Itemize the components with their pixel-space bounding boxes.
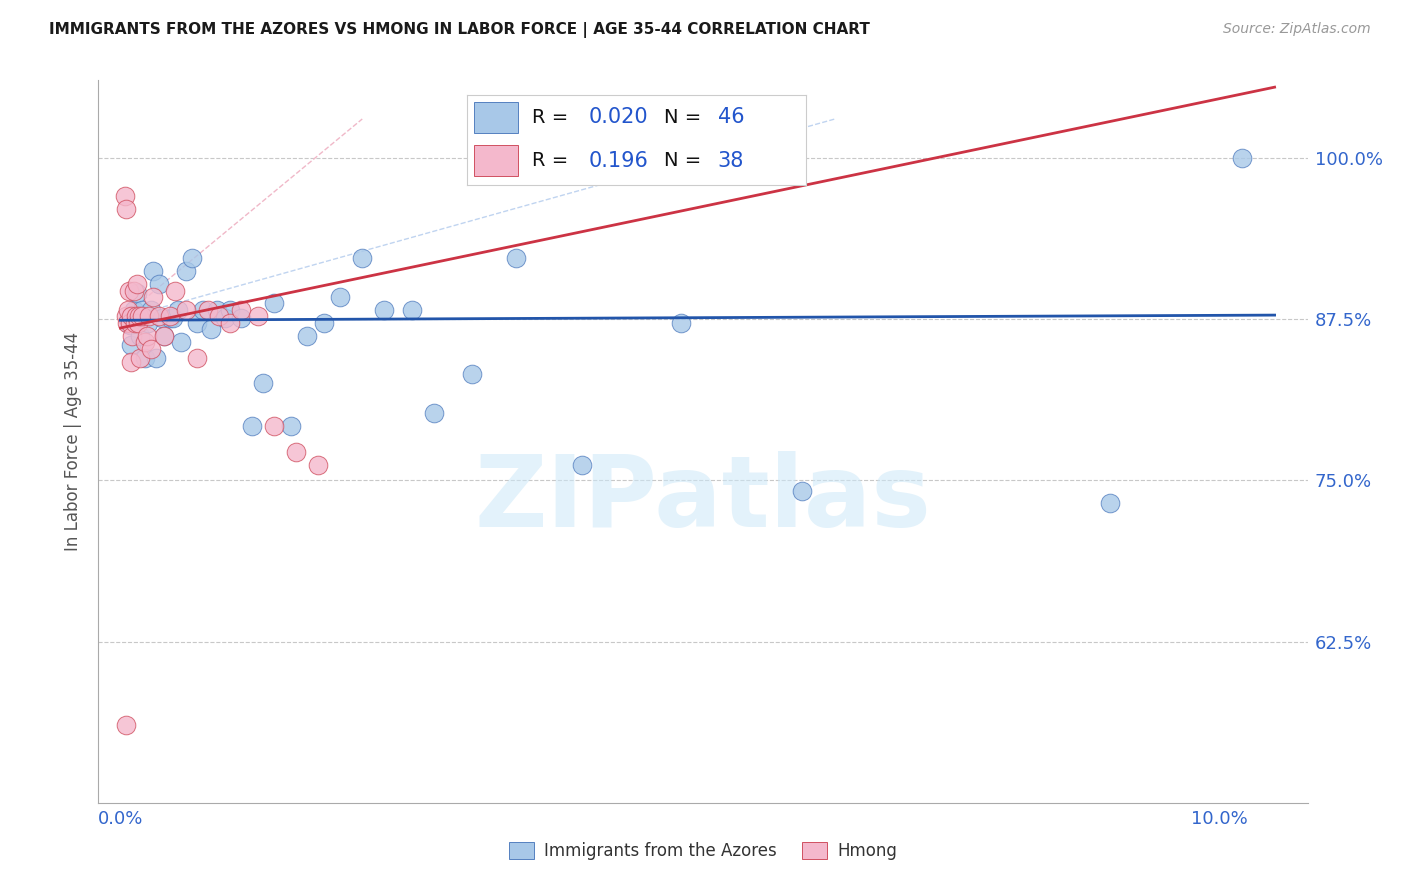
- Point: [118, 312, 141, 326]
- Point: [127, 316, 149, 330]
- Point: [186, 316, 208, 330]
- Point: [176, 302, 198, 317]
- Point: [176, 264, 198, 278]
- Text: ZIPatlas: ZIPatlas: [475, 450, 931, 548]
- Point: [134, 335, 156, 350]
- Point: [790, 483, 813, 498]
- Point: [373, 302, 395, 317]
- Point: [153, 328, 176, 343]
- Point: [125, 310, 148, 324]
- Point: [136, 316, 159, 330]
- Point: [186, 351, 208, 365]
- Point: [148, 277, 170, 292]
- Point: [117, 302, 139, 317]
- Point: [280, 419, 302, 434]
- Point: [208, 310, 231, 324]
- Point: [240, 419, 263, 434]
- Point: [197, 302, 219, 317]
- Point: [131, 302, 153, 317]
- Point: [219, 316, 242, 330]
- Point: [159, 310, 181, 324]
- Point: [148, 310, 170, 324]
- Point: [120, 354, 142, 368]
- Point: [129, 328, 152, 343]
- Point: [131, 310, 153, 324]
- Point: [129, 351, 152, 365]
- Point: [231, 310, 253, 325]
- Point: [115, 202, 138, 217]
- Point: [505, 252, 527, 266]
- Text: Source: ZipAtlas.com: Source: ZipAtlas.com: [1223, 22, 1371, 37]
- Point: [352, 252, 374, 266]
- Point: [120, 310, 142, 324]
- Point: [307, 458, 329, 472]
- Point: [135, 328, 157, 343]
- Point: [263, 296, 285, 310]
- Point: [120, 318, 142, 333]
- Point: [115, 316, 138, 330]
- Point: [159, 310, 181, 325]
- Point: [128, 310, 150, 324]
- Point: [205, 302, 228, 317]
- Point: [246, 310, 269, 324]
- Point: [165, 284, 187, 298]
- Point: [200, 322, 222, 336]
- Point: [125, 286, 148, 301]
- Point: [141, 302, 163, 317]
- Point: [285, 445, 308, 459]
- Point: [153, 328, 176, 343]
- Point: [252, 376, 274, 391]
- Point: [121, 328, 143, 343]
- Point: [312, 316, 335, 330]
- Point: [115, 310, 138, 324]
- Point: [1230, 151, 1253, 165]
- Point: [142, 290, 165, 304]
- Point: [125, 277, 148, 292]
- Point: [191, 302, 214, 317]
- Point: [138, 310, 160, 324]
- Point: [231, 302, 253, 317]
- Point: [170, 335, 193, 350]
- Y-axis label: In Labor Force | Age 35-44: In Labor Force | Age 35-44: [63, 332, 82, 551]
- Point: [141, 342, 163, 356]
- Point: [145, 351, 167, 365]
- Point: [114, 189, 136, 203]
- Point: [219, 302, 242, 317]
- Point: [120, 338, 142, 352]
- Point: [118, 284, 141, 298]
- Point: [134, 351, 156, 365]
- Point: [329, 290, 352, 304]
- Point: [166, 302, 188, 317]
- Point: [401, 302, 423, 317]
- Point: [297, 328, 319, 343]
- Point: [142, 264, 165, 278]
- Point: [180, 252, 202, 266]
- Point: [162, 310, 184, 325]
- Point: [263, 419, 285, 434]
- Point: [122, 302, 145, 317]
- Point: [571, 458, 593, 472]
- Point: [422, 406, 444, 420]
- Legend: Immigrants from the Azores, Hmong: Immigrants from the Azores, Hmong: [502, 835, 904, 867]
- Point: [115, 718, 138, 732]
- Text: IMMIGRANTS FROM THE AZORES VS HMONG IN LABOR FORCE | AGE 35-44 CORRELATION CHART: IMMIGRANTS FROM THE AZORES VS HMONG IN L…: [49, 22, 870, 38]
- Point: [214, 310, 236, 325]
- Point: [124, 316, 146, 330]
- Point: [461, 368, 484, 382]
- Point: [122, 284, 145, 298]
- Point: [1098, 496, 1121, 510]
- Point: [669, 316, 692, 330]
- Point: [120, 316, 142, 330]
- Point: [150, 310, 173, 325]
